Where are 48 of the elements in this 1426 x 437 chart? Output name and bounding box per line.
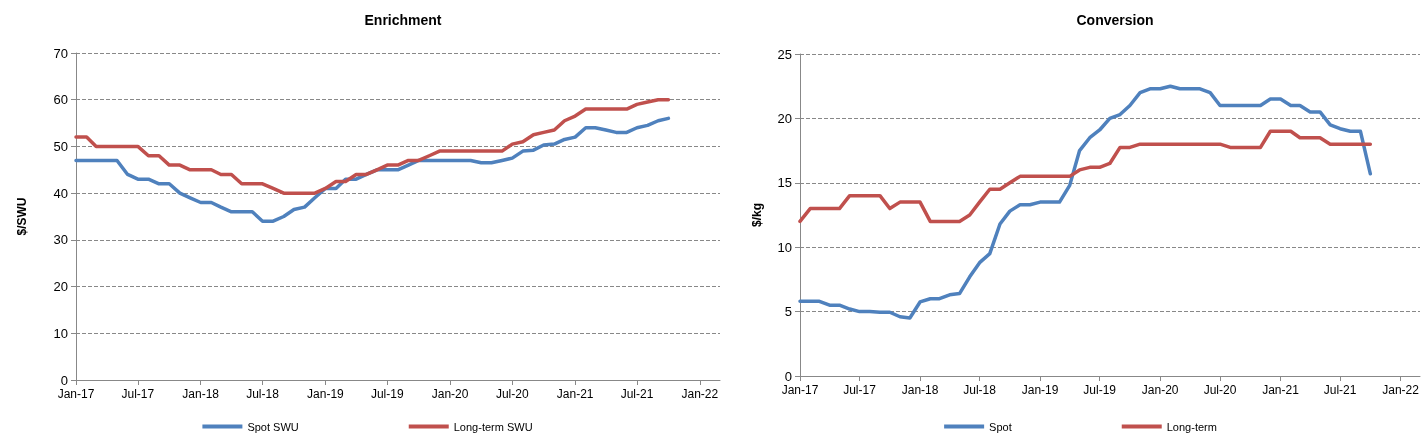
- x-tick-label: Jul-19: [1083, 383, 1117, 397]
- x-tick-label: Jan-21: [556, 387, 594, 401]
- x-tick-label: Jul-21: [1323, 383, 1357, 397]
- legend-label: Long-term: [1166, 420, 1217, 433]
- line-series: [798, 84, 1373, 320]
- x-tick-label: Jan-18: [182, 387, 220, 401]
- x-tick-label: Jan-19: [1021, 383, 1059, 397]
- x-tick-label: Jul-17: [843, 383, 877, 397]
- x-tick-label: Jul-21: [620, 387, 654, 401]
- x-tick-label: Jul-20: [1203, 383, 1237, 397]
- x-tick-label: Jan-19: [307, 387, 345, 401]
- line-series: [798, 129, 1373, 224]
- x-tick-label: Jan-20: [431, 387, 469, 401]
- chart-title: Enrichment: [364, 12, 442, 28]
- y-tick-label: 0: [60, 372, 68, 388]
- x-tick-label: Jul-19: [370, 387, 404, 401]
- x-tick-label: Jan-22: [1382, 383, 1420, 397]
- x-tick-label: Jul-20: [495, 387, 529, 401]
- y-tick-label: 50: [53, 138, 68, 154]
- chart-title: Conversion: [1076, 12, 1154, 28]
- x-tick-label: Jan-17: [57, 387, 95, 401]
- y-tick-label: 30: [53, 232, 68, 248]
- y-tick-label: 10: [53, 325, 68, 341]
- y-tick-label: 70: [53, 45, 68, 61]
- y-tick-label: 15: [777, 175, 792, 191]
- y-tick-label: 20: [53, 279, 68, 295]
- y-axis-title: $/kg: [750, 202, 764, 228]
- legend-label: Spot: [989, 420, 1012, 433]
- x-tick-label: Jul-18: [963, 383, 997, 397]
- legend-label: Long-term SWU: [453, 420, 533, 433]
- y-tick-label: 10: [777, 239, 792, 255]
- x-tick-label: Jul-18: [246, 387, 280, 401]
- line-series: [74, 97, 671, 195]
- y-tick-label: 60: [53, 92, 68, 108]
- y-axis-title: $/SWU: [15, 197, 29, 236]
- legend-label: Spot SWU: [247, 420, 299, 433]
- x-tick-label: Jan-22: [681, 387, 719, 401]
- y-tick-label: 40: [53, 185, 68, 201]
- y-tick-label: 20: [777, 110, 792, 126]
- x-tick-label: Jan-18: [901, 383, 939, 397]
- x-tick-label: Jul-17: [121, 387, 155, 401]
- x-tick-label: Jan-17: [781, 383, 819, 397]
- y-tick-label: 25: [777, 46, 792, 62]
- x-tick-label: Jan-20: [1141, 383, 1179, 397]
- y-tick-label: 5: [784, 304, 792, 320]
- y-tick-label: 0: [784, 368, 792, 384]
- x-tick-label: Jan-21: [1262, 383, 1300, 397]
- line-series: [74, 116, 671, 223]
